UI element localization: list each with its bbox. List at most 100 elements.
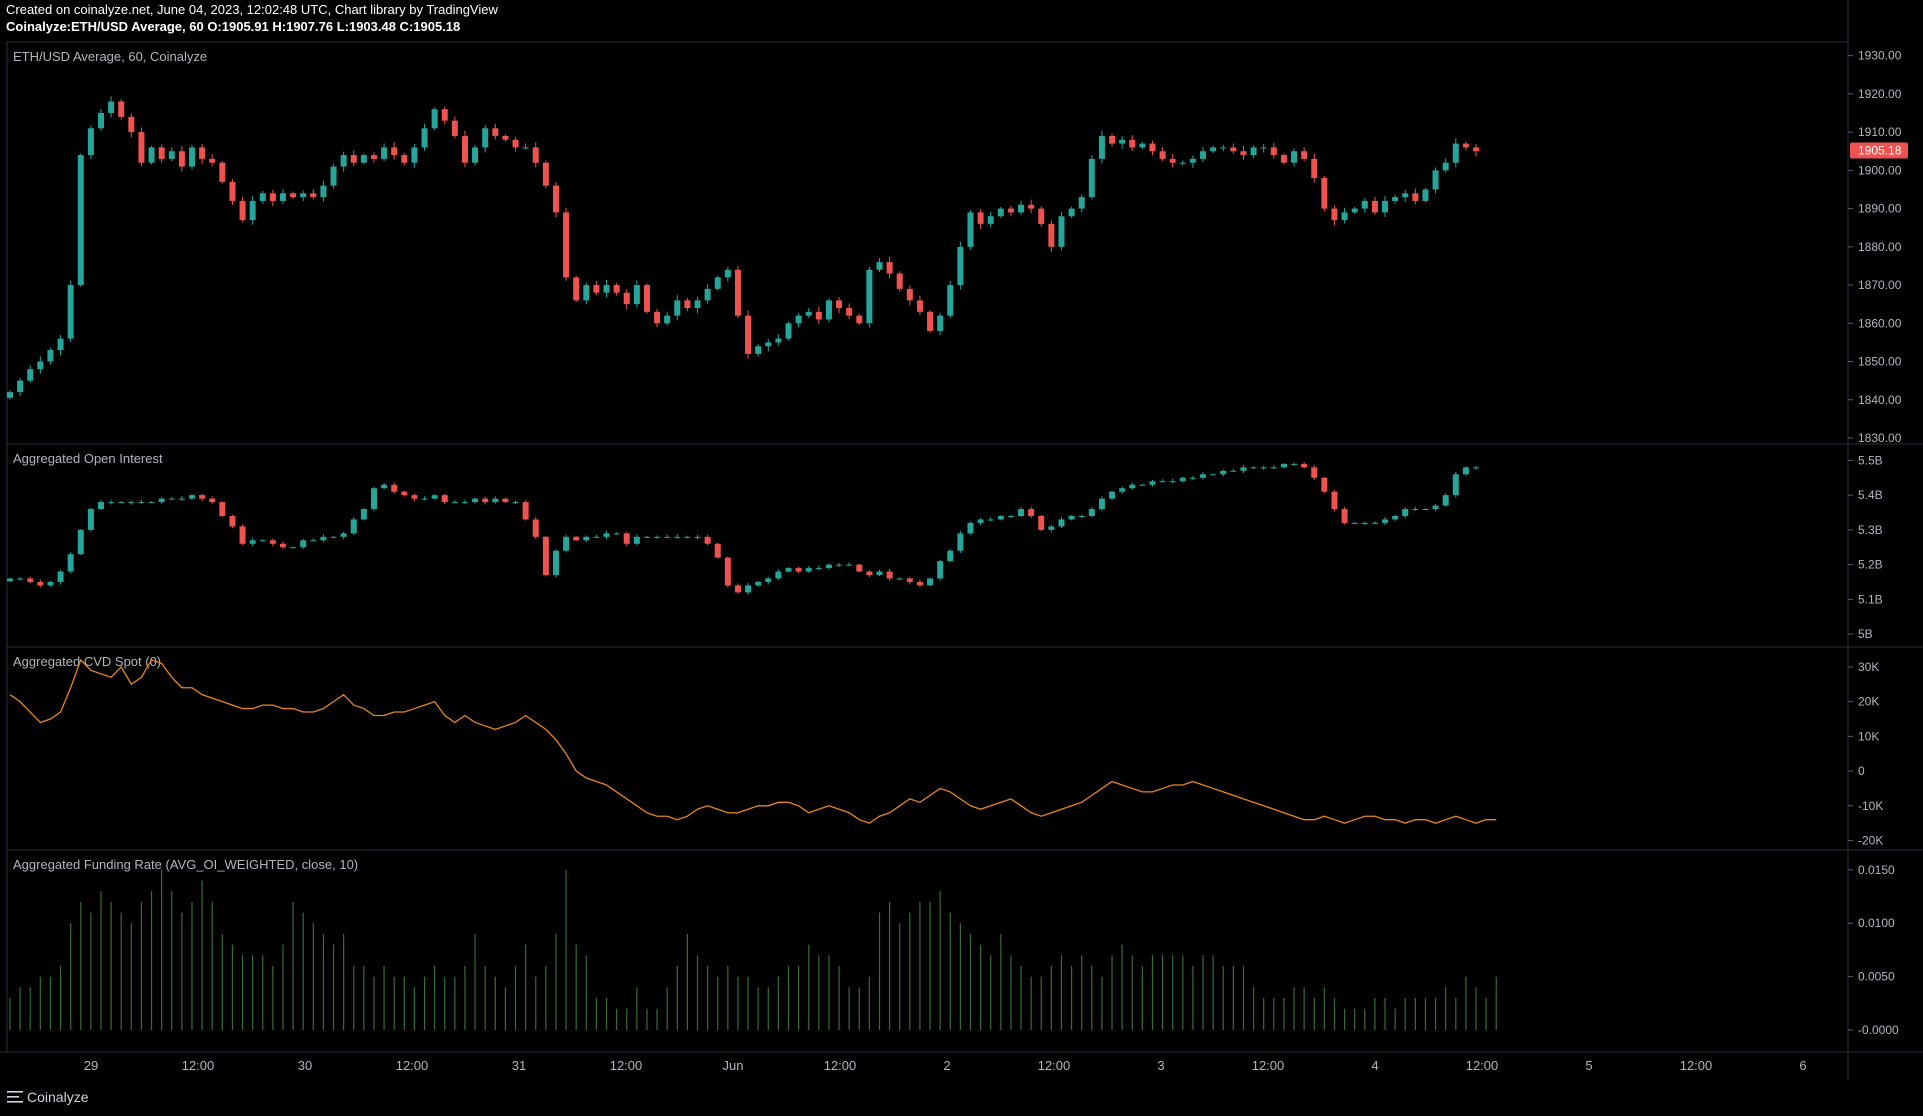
- candle-body: [1078, 197, 1085, 209]
- candle-body: [279, 543, 286, 548]
- candle-body: [765, 578, 772, 582]
- candle-body: [239, 526, 246, 544]
- candle-body: [603, 533, 610, 537]
- candle-body: [239, 200, 246, 221]
- y-tick-label: 5.1B: [1858, 592, 1883, 606]
- candle-body: [37, 361, 44, 370]
- candle-body: [310, 193, 317, 198]
- y-tick-label: -10K: [1858, 799, 1883, 813]
- chart-svg[interactable]: ETH/USD Average, 60, Coinalyze 1930.00 192…: [0, 0, 1923, 1080]
- candle-body: [370, 488, 377, 510]
- candle-body: [916, 300, 923, 312]
- candle-body: [1149, 481, 1156, 485]
- candle-body: [532, 519, 539, 537]
- x-tick-label: 12:00: [396, 1058, 429, 1073]
- candle-body: [906, 578, 913, 582]
- candle-body: [856, 315, 863, 324]
- x-tick-label: 12:00: [610, 1058, 643, 1073]
- candle-body: [67, 554, 74, 572]
- x-tick-label: 12:00: [824, 1058, 857, 1073]
- candle-body: [704, 536, 711, 544]
- candle-body: [77, 529, 84, 555]
- candle-body: [785, 323, 792, 339]
- candle-body: [1270, 467, 1277, 469]
- candle-body: [694, 536, 701, 538]
- pane-title: ETH/USD Average, 60, Coinalyze: [13, 49, 207, 64]
- candle-body: [138, 132, 145, 163]
- y-tick-label: 5.3B: [1858, 523, 1883, 537]
- x-tick-label: 31: [512, 1058, 526, 1073]
- candle-body: [290, 193, 297, 198]
- x-tick-label: 12:00: [182, 1058, 215, 1073]
- candle-body: [381, 147, 388, 159]
- candle-body: [1230, 470, 1237, 472]
- candle-body: [401, 155, 408, 163]
- y-tick-label: 0.0100: [1858, 916, 1895, 930]
- candle-body: [188, 495, 195, 499]
- candle-body: [451, 502, 458, 504]
- candle-body: [795, 315, 802, 324]
- y-tick-label: 1830.00: [1858, 431, 1902, 445]
- candle-body: [57, 571, 64, 582]
- candle-body: [1159, 151, 1166, 159]
- candle-body: [1179, 477, 1186, 482]
- candle-body: [1260, 147, 1267, 149]
- candle-body: [340, 155, 347, 167]
- candle-body: [381, 484, 388, 489]
- candle-body: [259, 193, 266, 201]
- x-tick-label: Jun: [723, 1058, 744, 1073]
- candle-body: [1078, 515, 1085, 517]
- candle-body: [1371, 522, 1378, 524]
- candle-body: [209, 498, 216, 503]
- candle-body: [1311, 467, 1318, 478]
- candle-body: [502, 498, 509, 503]
- candle-body: [118, 502, 125, 504]
- candle-body: [138, 502, 145, 504]
- candle-body: [765, 342, 772, 347]
- candle-body: [927, 578, 934, 586]
- x-tick-label: 6: [1799, 1058, 1806, 1073]
- candle-body: [542, 536, 549, 576]
- candle-body: [896, 578, 903, 580]
- y-tick-label: -0.0000: [1858, 1023, 1899, 1037]
- candle-body: [785, 568, 792, 572]
- candle-body: [593, 285, 600, 293]
- candle-body: [249, 540, 256, 544]
- x-tick-label: 30: [298, 1058, 312, 1073]
- candle-body: [391, 484, 398, 492]
- x-tick-label: 12:00: [1252, 1058, 1285, 1073]
- candle-body: [451, 120, 458, 136]
- candle-body: [1119, 139, 1126, 144]
- candle-body: [836, 564, 843, 566]
- y-tick-label: 1890.00: [1858, 202, 1902, 216]
- candle-body: [300, 193, 307, 198]
- candle-body: [724, 269, 731, 278]
- created-info: Created on coinalyze.net, June 04, 2023,…: [6, 2, 498, 17]
- candle-body: [1473, 147, 1479, 152]
- candle-body: [633, 285, 640, 305]
- candle-body: [532, 147, 539, 163]
- candle-body: [886, 262, 893, 274]
- pane-title: Aggregated CVD Spot (0): [13, 654, 161, 669]
- candle-body: [482, 128, 489, 148]
- candle-body: [755, 346, 762, 354]
- candle-body: [1392, 515, 1399, 520]
- candle-body: [512, 139, 519, 148]
- candle-body: [1402, 509, 1409, 516]
- candle-body: [1129, 484, 1136, 489]
- x-tick-label: 3: [1157, 1058, 1164, 1073]
- candle-body: [17, 578, 24, 580]
- candle-body: [1098, 135, 1105, 159]
- candle-body: [57, 338, 64, 351]
- pane-title: Aggregated Funding Rate (AVG_OI_WEIGHTED…: [13, 857, 358, 872]
- candle-body: [1139, 484, 1146, 486]
- candle-body: [1048, 526, 1055, 530]
- x-tick-label: 5: [1585, 1058, 1592, 1073]
- candle-body: [1088, 158, 1095, 198]
- candle-body: [1473, 467, 1479, 469]
- menu-icon[interactable]: [7, 1090, 25, 1104]
- candle-body: [1149, 143, 1156, 152]
- candle-body: [1200, 151, 1207, 159]
- candle-body: [846, 308, 853, 316]
- candle-body: [1341, 212, 1348, 221]
